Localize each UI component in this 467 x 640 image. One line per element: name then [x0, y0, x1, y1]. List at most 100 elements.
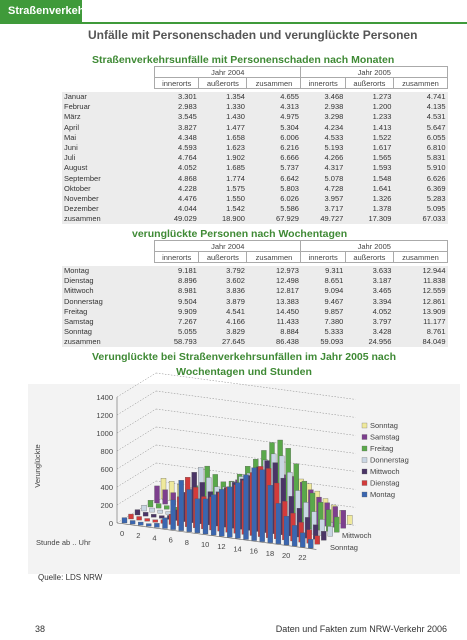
source: Quelle: LDS NRW — [38, 573, 103, 582]
table-cell: 3.465 — [345, 285, 394, 297]
legend-label: Freitag — [370, 444, 393, 453]
table-cell: 3.797 — [345, 316, 394, 327]
table-cell: 6.006 — [246, 132, 301, 143]
table-cell: 3.468 — [300, 91, 346, 102]
x-tick-label: 18 — [266, 549, 274, 558]
header-rule — [0, 22, 467, 24]
grid-line — [116, 408, 157, 434]
table-cell: 1.774 — [198, 173, 247, 184]
legend-label: Samstag — [370, 433, 400, 442]
row-label: zusammen — [62, 213, 155, 224]
table-cell: 4.593 — [154, 142, 199, 153]
legend-label: Dienstag — [370, 479, 400, 488]
table-cell: 3.879 — [198, 296, 247, 307]
table-cell: 8.981 — [154, 285, 199, 297]
column-header: außerorts — [344, 77, 394, 89]
table-cell: 5.095 — [393, 203, 448, 214]
table-row: Montag 9.181 3.792 12.973 9.311 3.633 12.944 — [62, 265, 448, 276]
table-cell: 13.909 — [393, 306, 448, 317]
x-tick-label: 10 — [201, 540, 209, 549]
table-cell: 5.737 — [246, 162, 301, 173]
grid-line — [116, 426, 157, 452]
table-row: zusammen 58.793 27.645 86.438 59.093 24.956 84… — [62, 336, 448, 347]
table-cell: 86.438 — [246, 336, 301, 347]
legend-swatch — [361, 491, 368, 498]
table-cell: 1.550 — [198, 193, 247, 204]
table-cell: 1.902 — [198, 152, 247, 163]
table-cell: 11.433 — [246, 316, 301, 327]
table-cell: 11.838 — [393, 275, 448, 286]
table-cell: 7.380 — [300, 316, 346, 327]
legend-swatch — [361, 480, 368, 486]
table-cell: 1.430 — [198, 111, 247, 123]
table-cell: 67.929 — [246, 213, 301, 224]
footer-text: Daten und Fakten zum NRW-Verkehr 2006 — [275, 624, 447, 634]
bar — [147, 500, 154, 508]
bar — [165, 511, 171, 515]
table-cell: 4.348 — [154, 132, 199, 143]
table-cell: 5.647 — [393, 122, 448, 133]
bar — [149, 507, 155, 513]
bar — [152, 519, 158, 523]
bar — [334, 516, 340, 533]
column-header: zusammen — [246, 77, 302, 89]
bar — [151, 514, 157, 518]
bar — [186, 489, 192, 532]
table-cell: 1.522 — [345, 132, 394, 143]
grid-line — [155, 426, 356, 454]
table-cell: 1.330 — [198, 101, 247, 112]
grid-line — [116, 372, 157, 398]
table-cell: 84.049 — [393, 336, 448, 347]
table-cell: 3.602 — [198, 275, 247, 286]
bar — [164, 505, 170, 510]
y-tick-label: 0 — [109, 519, 113, 528]
bar — [162, 489, 168, 505]
table-cell: 4.313 — [246, 101, 301, 112]
table-row: Dienstag 8.896 3.602 12.498 8.651 3.187 11.838 — [62, 275, 448, 286]
table-cell: 6.642 — [246, 173, 301, 184]
table-cell: 9.311 — [300, 265, 346, 276]
table-cell: 4.135 — [393, 101, 448, 112]
table: Jahr 2004 Jahr 2005 innerorts außerorts zusa… — [62, 66, 449, 224]
table-cell: 3.298 — [300, 111, 346, 123]
table-cell: 5.333 — [300, 326, 346, 337]
x-tick-label: 14 — [233, 544, 241, 553]
legend-label: Donnerstag — [370, 456, 409, 465]
table-row: Freitag 9.909 4.541 14.450 9.857 4.052 13.909 — [62, 306, 448, 317]
y-tick-label: 1000 — [96, 429, 113, 438]
table-cell: 12.817 — [246, 285, 301, 297]
table-cell: 1.378 — [345, 203, 394, 214]
table-cell: 7.267 — [154, 316, 199, 327]
legend-swatch — [361, 445, 368, 452]
table-row: zusammen 49.029 18.900 67.929 49.727 17.309 67… — [62, 213, 448, 224]
x-tick-label: 6 — [169, 536, 173, 545]
bar — [154, 523, 160, 528]
table-cell: 3.717 — [300, 203, 346, 214]
column-header: zusammen — [392, 77, 449, 89]
row-label: Montag — [62, 265, 155, 276]
table-cell: 5.803 — [246, 183, 301, 194]
row-label: Februar — [62, 101, 155, 112]
table-cell: 2.983 — [154, 101, 199, 112]
x-tick-label: 8 — [185, 538, 189, 547]
bar — [243, 474, 249, 540]
x-tick-label: 4 — [152, 533, 156, 542]
row-label: März — [62, 111, 155, 123]
table-cell: 3.187 — [345, 275, 394, 286]
table-cell: 59.093 — [300, 336, 346, 347]
table-cell: 27.645 — [198, 336, 247, 347]
table-cell: 4.741 — [393, 91, 448, 102]
row-label: Mai — [62, 132, 155, 143]
x-tick-label: 20 — [282, 551, 290, 560]
table-title: verunglückte Personen nach Wochentagen — [132, 228, 348, 240]
table-cell: 3.394 — [345, 296, 394, 307]
table-row: März 3.545 1.430 4.975 3.298 1.233 4.531 — [62, 111, 448, 123]
y-tick-label: 1200 — [96, 411, 113, 420]
legend-label: Sonntag — [370, 421, 398, 430]
bar — [146, 523, 152, 527]
bar — [327, 526, 333, 537]
table-cell: 9.504 — [154, 296, 199, 307]
row-label: Juni — [62, 142, 155, 153]
